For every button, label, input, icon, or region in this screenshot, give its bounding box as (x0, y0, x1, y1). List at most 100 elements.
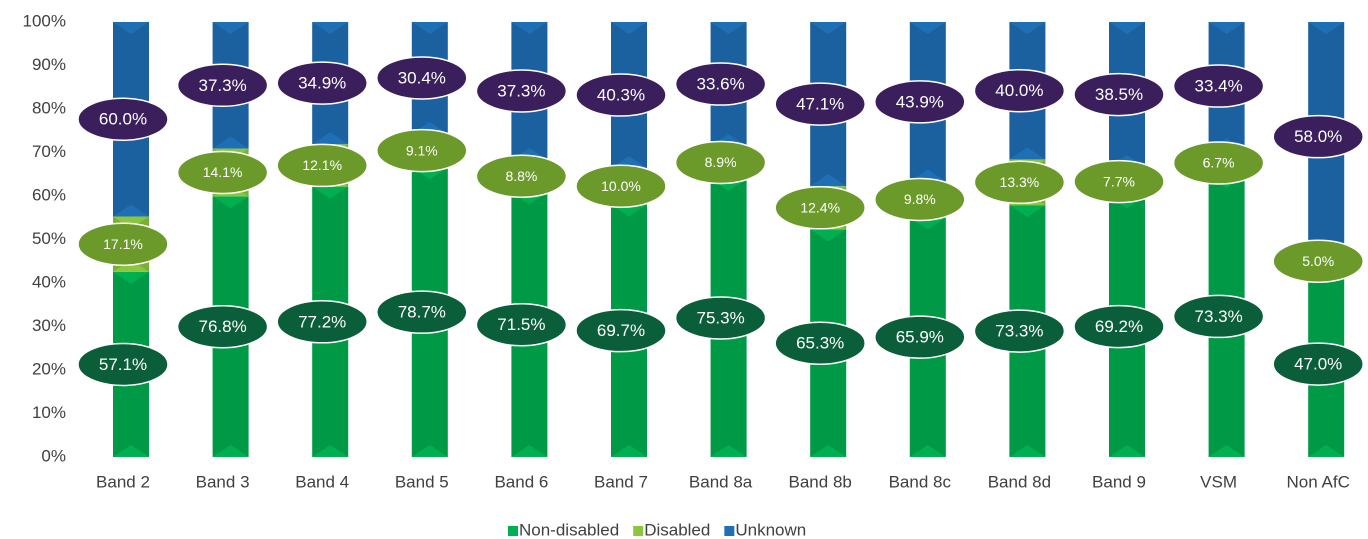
data-label: 60.0% (99, 110, 147, 129)
label-bubble (276, 143, 368, 188)
x-tick-label: Band 5 (395, 472, 449, 491)
data-label: 40.0% (995, 81, 1043, 100)
label-bubble (1272, 239, 1364, 283)
y-tick-label: 50% (32, 229, 66, 248)
data-label: 12.1% (302, 157, 342, 173)
label-bubble (1172, 294, 1265, 339)
data-label: 38.5% (1095, 85, 1143, 104)
y-tick-label: 10% (32, 403, 66, 422)
x-tick-label: Non AfC (1287, 472, 1350, 491)
data-label: 34.9% (298, 74, 346, 93)
label-bubble (774, 186, 866, 230)
label-bubble (77, 222, 169, 266)
label-bubble (276, 300, 368, 344)
data-label: 77.2% (298, 312, 346, 331)
label-bubble (575, 308, 667, 353)
data-label: 37.3% (198, 76, 246, 95)
label-bubble (774, 321, 866, 365)
data-label: 13.3% (1000, 174, 1040, 190)
data-label: 69.2% (1095, 317, 1143, 336)
data-label: 71.5% (497, 315, 545, 334)
label-bubble (674, 140, 767, 185)
label-bubble (1272, 342, 1364, 386)
label-bubble (674, 62, 767, 106)
data-label: 7.7% (1103, 173, 1135, 189)
label-bubble (774, 82, 866, 126)
data-label: 73.3% (1194, 307, 1242, 326)
x-tick-label: Band 4 (295, 472, 349, 491)
y-tick-label: 90% (32, 55, 66, 74)
label-bubble (874, 315, 966, 359)
data-label: 5.0% (1302, 253, 1334, 269)
data-label: 65.9% (896, 328, 944, 347)
data-label: 76.8% (198, 317, 246, 336)
label-bubble (575, 73, 667, 117)
data-label: 17.1% (103, 236, 143, 252)
data-label: 47.1% (796, 95, 844, 114)
data-label: 73.3% (995, 322, 1043, 341)
data-label: 14.1% (203, 164, 243, 180)
x-tick-label: Band 7 (594, 472, 648, 491)
label-bubble (376, 290, 468, 334)
data-label: 6.7% (1203, 155, 1235, 171)
label-bubble (874, 177, 966, 222)
label-bubble (475, 303, 568, 347)
data-label: 58.0% (1294, 127, 1342, 146)
label-bubble (176, 63, 269, 108)
y-tick-label: 80% (32, 98, 66, 117)
x-tick-label: Band 8b (789, 472, 852, 491)
label-bubble (1272, 114, 1364, 159)
data-label: 47.0% (1294, 355, 1342, 374)
data-label: 9.8% (904, 191, 936, 207)
label-bubble (475, 69, 568, 113)
y-tick-label: 70% (32, 142, 66, 161)
label-bubble (176, 150, 269, 195)
y-tick-label: 40% (32, 272, 66, 291)
label-bubble (874, 80, 966, 124)
x-tick-label: VSM (1200, 472, 1237, 491)
data-label: 37.3% (497, 81, 545, 100)
label-bubble (973, 309, 1066, 353)
data-label: 75.3% (696, 308, 744, 327)
x-tick-label: Band 8c (889, 472, 952, 491)
legend-swatch (508, 526, 518, 536)
y-tick-label: 100% (23, 11, 66, 30)
y-tick-label: 0% (41, 446, 66, 465)
data-label: 10.0% (601, 178, 641, 194)
label-bubble (1073, 72, 1165, 117)
label-bubble (1073, 159, 1165, 204)
x-tick-label: Band 3 (196, 472, 250, 491)
legend-swatch (724, 526, 735, 536)
data-label: 8.8% (505, 168, 537, 184)
y-tick-label: 60% (32, 185, 66, 204)
label-bubble (376, 56, 468, 100)
label-bubble (575, 164, 667, 208)
label-bubble (77, 97, 169, 141)
label-bubble (1172, 64, 1265, 108)
data-label: 33.6% (696, 75, 744, 94)
y-tick-label: 30% (32, 316, 66, 335)
label-bubble (77, 342, 169, 387)
x-tick-label: Band 8d (988, 472, 1051, 491)
label-bubble (973, 68, 1066, 113)
label-bubble (276, 61, 368, 105)
legend-label: Non-disabled (519, 520, 619, 539)
x-tick-label: Band 6 (494, 472, 548, 491)
data-label: 40.3% (597, 86, 645, 105)
legend-label: Disabled (644, 520, 710, 539)
y-tick-label: 20% (32, 359, 66, 378)
x-tick-label: Band 9 (1092, 472, 1146, 491)
label-bubble (1073, 304, 1165, 349)
legend-swatch (633, 526, 644, 536)
data-label: 57.1% (99, 355, 147, 374)
data-label: 65.3% (796, 334, 844, 353)
label-bubble (475, 154, 568, 198)
data-label: 78.7% (398, 303, 446, 322)
data-label: 33.4% (1194, 77, 1242, 96)
label-bubble (176, 304, 269, 349)
data-label: 12.4% (800, 199, 840, 215)
data-label: 69.7% (597, 321, 645, 340)
x-tick-label: Band 2 (96, 472, 150, 491)
